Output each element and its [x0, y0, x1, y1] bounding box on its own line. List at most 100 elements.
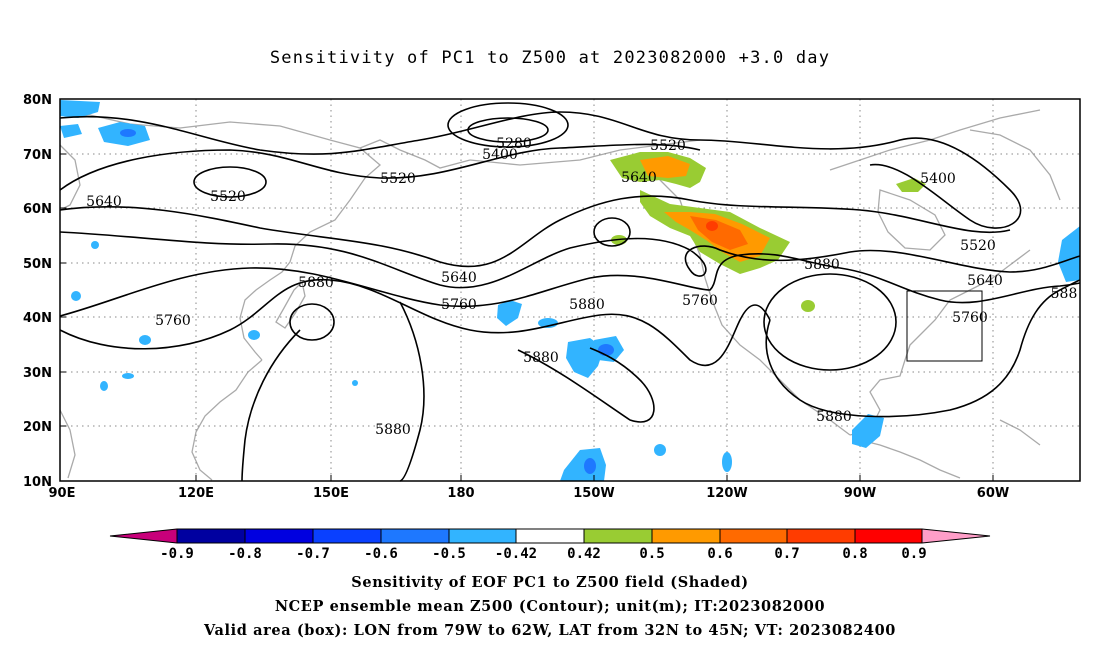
colorbar-cell [787, 529, 855, 543]
shade-patch [690, 216, 748, 250]
shade-patch [584, 458, 596, 474]
lon-label: 90W [844, 486, 876, 501]
contour-label: 5760 [952, 310, 988, 326]
lat-label: 40N [23, 311, 52, 326]
contour-label: 588 [1051, 286, 1078, 302]
contour-label: 5400 [482, 147, 518, 163]
contour-label: 5640 [441, 270, 477, 286]
shade-patch [60, 124, 82, 138]
lon-label: 120W [706, 486, 747, 501]
contour-label: 5640 [967, 273, 1003, 289]
lat-label: 60N [23, 202, 52, 217]
colorbar-cell [584, 529, 652, 543]
colorbar-label: -0.9 [160, 546, 194, 562]
shade-patch [60, 100, 100, 118]
colorbar-cell [245, 529, 313, 543]
footer-line-3: Valid area (box): LON from 79W to 62W, L… [204, 622, 896, 639]
contour-label: 5760 [441, 297, 477, 313]
shade-patch [852, 414, 884, 448]
na-east-coast [849, 249, 1031, 436]
colorbar-label: -0.5 [432, 546, 466, 562]
shade-patch [1058, 226, 1080, 282]
lon-label: 120E [178, 486, 214, 501]
colorbar-cell [855, 529, 922, 543]
contour-label: 5760 [155, 313, 191, 329]
caribbean-coast [999, 419, 1041, 446]
colorbar-cell [110, 529, 177, 543]
colorbar-label: 0.42 [567, 546, 601, 562]
colorbar: -0.9 -0.8 -0.7 -0.6 -0.5 -0.42 0.42 0.5 … [109, 528, 991, 562]
colorbar-cell [381, 529, 449, 543]
lat-label: 20N [23, 420, 52, 435]
colorbar-cell [652, 529, 720, 543]
shade-patch [640, 156, 690, 178]
contour-label: 5880 [569, 297, 605, 313]
colorbar-cell [720, 529, 787, 543]
lat-label: 10N [23, 475, 52, 490]
shade-patch [91, 241, 99, 249]
contour-label: 5880 [523, 350, 559, 366]
z500-contours [59, 102, 1081, 482]
map-frame [59, 98, 1081, 482]
contour-label: 5520 [210, 189, 246, 205]
asia-coast [59, 114, 381, 361]
colorbar-label: -0.7 [296, 546, 330, 562]
shade-patch [706, 221, 718, 231]
lat-label: 70N [23, 148, 52, 163]
contour-labels: 5280 5400 5520 5520 5520 5640 5640 5400 … [86, 136, 1077, 438]
shade-patch [497, 300, 522, 326]
contour-label: 5520 [380, 171, 416, 187]
contour-label: 5880 [804, 257, 840, 273]
lon-label: 150E [313, 486, 349, 501]
greenland-coast [969, 129, 1061, 201]
contour-label: 5880 [298, 275, 334, 291]
colorbar-cell [922, 529, 990, 543]
colorbar-cell [313, 529, 381, 543]
shade-patch [248, 330, 260, 340]
contour-label: 5400 [920, 171, 956, 187]
lat-axis: 80N 70N 60N 50N 40N 30N 20N 10N [23, 93, 52, 490]
tick-marks [60, 98, 994, 482]
contour-label: 5880 [375, 422, 411, 438]
shade-patch [801, 300, 815, 312]
lat-label: 50N [23, 257, 52, 272]
lon-label: 90E [49, 486, 76, 501]
colorbar-label: 0.7 [774, 546, 799, 562]
shade-patch [120, 129, 136, 137]
contour-label: 5640 [621, 170, 657, 186]
lat-label: 80N [23, 93, 52, 108]
kamchatka-coast [359, 139, 471, 169]
map-area [60, 99, 1080, 481]
colorbar-cell [449, 529, 516, 543]
colorbar-label: -0.6 [364, 546, 398, 562]
contour-label: 5760 [682, 293, 718, 309]
colorbar-label: -0.42 [495, 546, 537, 562]
colorbar-cell [516, 529, 584, 543]
shade-patch [560, 448, 606, 481]
sensitivity-shading [60, 100, 1080, 481]
na-west-coast [639, 159, 851, 436]
lon-label: 60W [977, 486, 1009, 501]
alaska-coast [469, 139, 701, 166]
map-title: Sensitivity of PC1 to Z500 at 2023082000… [269, 48, 831, 68]
colorbar-label: 0.8 [842, 546, 867, 562]
valid-area-box [906, 290, 983, 362]
hudson-bay [877, 189, 946, 251]
shade-patch [71, 291, 81, 301]
contour-label: 5640 [86, 194, 122, 210]
siberia-coast [59, 144, 81, 211]
contour-label: 5880 [816, 409, 852, 425]
lon-axis: 90E 120E 150E 180 150W 120W 90W 60W [49, 486, 1010, 501]
central-america-coast [859, 439, 961, 479]
shade-patch [100, 381, 108, 391]
colorbar-label: 0.9 [901, 546, 926, 562]
lon-label: 150W [573, 486, 614, 501]
india-coast [59, 409, 76, 479]
shade-patch [598, 344, 614, 356]
colorbar-label: 0.6 [707, 546, 732, 562]
lon-label: 180 [447, 486, 474, 501]
shade-patch [352, 380, 358, 386]
colorbar-cell [177, 529, 245, 543]
se-asia-coast [191, 359, 263, 481]
